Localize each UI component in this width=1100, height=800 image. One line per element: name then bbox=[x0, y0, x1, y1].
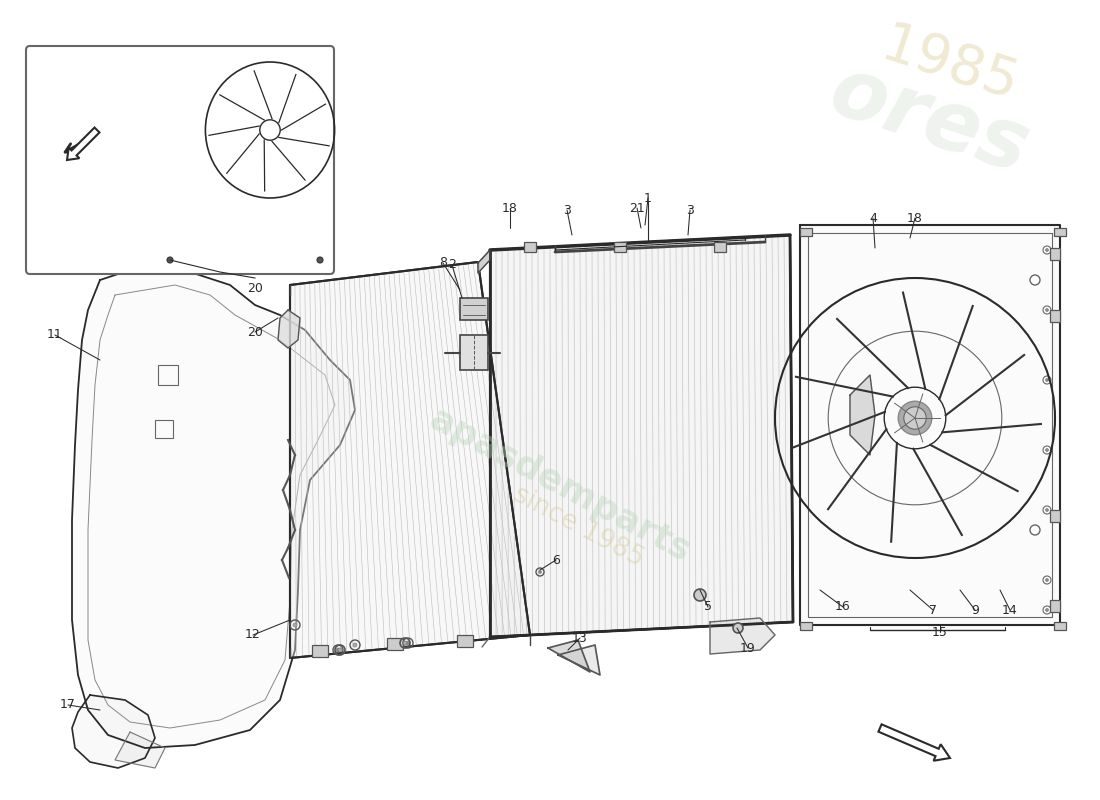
Text: 18: 18 bbox=[502, 202, 518, 214]
Circle shape bbox=[1045, 309, 1048, 311]
Bar bbox=[524, 242, 536, 252]
Circle shape bbox=[539, 570, 541, 574]
Bar bbox=[158, 365, 178, 385]
Text: 6: 6 bbox=[552, 554, 560, 566]
Circle shape bbox=[1045, 578, 1048, 582]
Bar bbox=[1050, 310, 1060, 322]
Bar bbox=[1054, 622, 1066, 630]
Circle shape bbox=[403, 641, 407, 645]
Bar bbox=[614, 242, 626, 252]
Bar bbox=[1050, 248, 1060, 260]
Text: 11: 11 bbox=[47, 329, 63, 342]
Polygon shape bbox=[67, 127, 99, 160]
Circle shape bbox=[406, 641, 410, 645]
Bar bbox=[155, 420, 173, 438]
Text: 13: 13 bbox=[572, 631, 587, 645]
Circle shape bbox=[293, 623, 297, 627]
Circle shape bbox=[1045, 609, 1048, 611]
Bar bbox=[1054, 228, 1066, 236]
Circle shape bbox=[317, 257, 323, 263]
Text: 3: 3 bbox=[686, 203, 694, 217]
Polygon shape bbox=[490, 235, 793, 637]
Text: 7: 7 bbox=[930, 603, 937, 617]
Text: 17: 17 bbox=[60, 698, 76, 711]
Text: 20: 20 bbox=[248, 282, 263, 294]
Polygon shape bbox=[558, 645, 600, 675]
Text: 12: 12 bbox=[245, 629, 261, 642]
Text: 1: 1 bbox=[645, 191, 652, 205]
Text: 4: 4 bbox=[869, 211, 877, 225]
Bar bbox=[312, 645, 328, 657]
Bar bbox=[1050, 510, 1060, 522]
Polygon shape bbox=[278, 310, 300, 348]
FancyBboxPatch shape bbox=[26, 46, 334, 274]
Text: 19: 19 bbox=[740, 642, 756, 654]
Circle shape bbox=[338, 648, 342, 652]
Bar bbox=[387, 638, 403, 650]
Bar bbox=[456, 635, 473, 647]
Polygon shape bbox=[290, 262, 530, 658]
Text: 2: 2 bbox=[448, 258, 455, 271]
Circle shape bbox=[1045, 249, 1048, 251]
Text: apasdemparts: apasdemparts bbox=[424, 402, 696, 568]
Circle shape bbox=[1045, 509, 1048, 511]
Circle shape bbox=[904, 406, 926, 429]
Bar bbox=[800, 622, 812, 630]
Bar bbox=[460, 298, 488, 320]
Text: 15: 15 bbox=[932, 626, 948, 638]
Text: 3: 3 bbox=[563, 203, 571, 217]
Polygon shape bbox=[72, 270, 355, 748]
Text: 21: 21 bbox=[629, 202, 645, 214]
Bar bbox=[714, 242, 726, 252]
Circle shape bbox=[1045, 378, 1048, 382]
Circle shape bbox=[1045, 449, 1048, 451]
Circle shape bbox=[353, 643, 358, 647]
Text: 14: 14 bbox=[1002, 603, 1018, 617]
Circle shape bbox=[167, 257, 173, 263]
Bar bbox=[1050, 600, 1060, 612]
Circle shape bbox=[733, 623, 742, 633]
Text: 1985: 1985 bbox=[874, 18, 1025, 113]
Bar bbox=[800, 228, 812, 236]
Polygon shape bbox=[478, 250, 490, 273]
Polygon shape bbox=[710, 618, 776, 654]
Polygon shape bbox=[72, 695, 155, 768]
Circle shape bbox=[694, 589, 706, 601]
Polygon shape bbox=[800, 225, 1060, 625]
Text: .since 1985: .since 1985 bbox=[502, 478, 649, 572]
Text: 9: 9 bbox=[971, 603, 979, 617]
Circle shape bbox=[899, 402, 932, 435]
Text: 8: 8 bbox=[439, 257, 447, 270]
Polygon shape bbox=[879, 724, 950, 761]
Text: 18: 18 bbox=[908, 211, 923, 225]
Circle shape bbox=[336, 648, 340, 652]
Polygon shape bbox=[116, 732, 165, 768]
Polygon shape bbox=[548, 640, 590, 672]
Polygon shape bbox=[850, 375, 875, 455]
Text: 5: 5 bbox=[704, 601, 712, 614]
Text: 20: 20 bbox=[248, 326, 263, 338]
Text: 16: 16 bbox=[835, 601, 851, 614]
Bar bbox=[460, 335, 488, 370]
Text: ores: ores bbox=[821, 50, 1040, 190]
